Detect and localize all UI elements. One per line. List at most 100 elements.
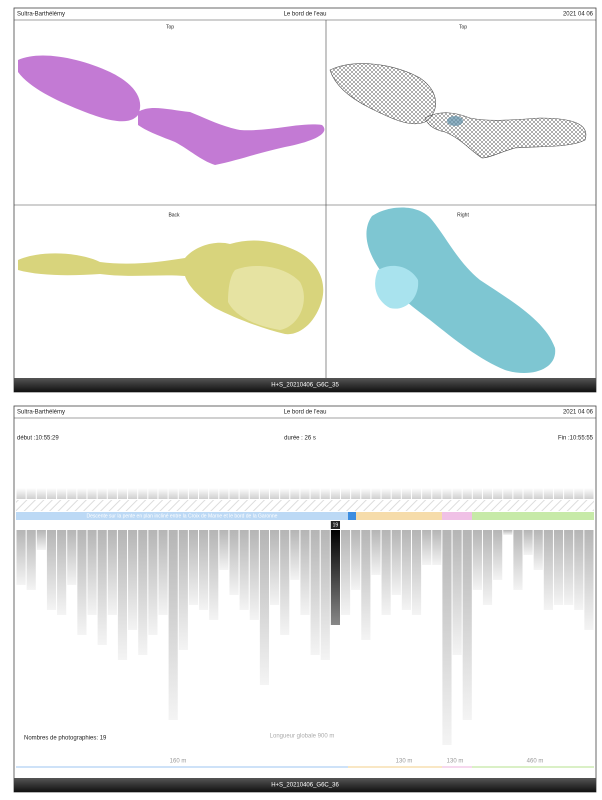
upper-cell xyxy=(553,488,564,499)
photo-bar xyxy=(391,530,401,595)
photo-count-label: 17 xyxy=(302,522,308,528)
photo-bar xyxy=(128,530,138,630)
photo-bar xyxy=(330,530,340,625)
photo-count-label: 22 xyxy=(363,522,369,528)
photo-bar xyxy=(46,530,57,610)
upper-cell xyxy=(401,488,411,499)
header-left: Sultra-Barthélémy xyxy=(17,410,65,416)
photo-count-label: 12 xyxy=(475,522,481,528)
photo-bar xyxy=(168,530,178,720)
upper-cell xyxy=(351,488,361,499)
photo-count-label: 10 xyxy=(495,522,501,528)
upper-cell xyxy=(148,488,158,499)
photo-bar xyxy=(472,530,482,590)
photo-bar xyxy=(188,530,199,605)
end-time: Fin :10:55:55 xyxy=(558,436,594,442)
photo-count-label: 25 xyxy=(312,522,318,528)
photo-count-label: 21 xyxy=(79,522,85,528)
upper-cell xyxy=(249,488,259,499)
photo-bar xyxy=(442,530,452,745)
highlight-cell xyxy=(330,521,340,529)
photo-count-label: 17 xyxy=(343,522,349,528)
photo-bar xyxy=(422,530,432,565)
segment xyxy=(348,512,356,520)
photo-count-label: 17 xyxy=(160,522,166,528)
upper-cell xyxy=(452,488,462,499)
distance: 460 m xyxy=(527,759,544,765)
photo-bar xyxy=(87,530,97,615)
photo-count-label: 17 xyxy=(110,522,116,528)
photo-count-label: 1 xyxy=(506,522,509,528)
photo-bar xyxy=(229,530,239,595)
photo-count-label: 12 xyxy=(353,522,359,528)
photo-count: Nombres de photographies: 19 xyxy=(24,736,107,742)
photo-bar xyxy=(199,530,209,610)
model-right-part xyxy=(375,265,419,309)
segment xyxy=(16,512,348,520)
photo-bar xyxy=(533,530,543,570)
photo-bar xyxy=(361,530,371,640)
photo-count-label: 38 xyxy=(170,522,176,528)
upper-cell xyxy=(107,488,117,499)
model-back-face xyxy=(228,266,304,330)
model-detail xyxy=(447,116,463,126)
header-date: 2021 04 06 xyxy=(563,12,594,18)
upper-cell xyxy=(57,488,67,499)
photo-count-label: 26 xyxy=(322,522,328,528)
upper-cell xyxy=(239,488,249,499)
upper-cell xyxy=(330,488,340,499)
upper-cell xyxy=(128,488,138,499)
photo-bar xyxy=(482,530,493,605)
model-wireframe xyxy=(329,63,587,159)
upper-cell xyxy=(178,488,188,499)
distance: 130 m xyxy=(447,759,464,765)
photo-count-label: 20 xyxy=(586,522,592,528)
photo-bar xyxy=(320,530,330,660)
photo-bar xyxy=(117,530,128,660)
upper-cell xyxy=(117,488,128,499)
distance: 130 m xyxy=(396,759,413,765)
upper-cell xyxy=(513,488,523,499)
photo-count-label: 16 xyxy=(241,522,247,528)
upper-cell xyxy=(87,488,97,499)
upper-cell xyxy=(67,488,77,499)
photo-bar xyxy=(462,530,472,720)
upper-cell xyxy=(523,488,533,499)
photo-count-label: 7 xyxy=(425,522,428,528)
photo-bar xyxy=(36,530,46,550)
header-title: Le bord de l'eau xyxy=(284,12,327,18)
photo-count-label: 16 xyxy=(49,522,55,528)
photo-bar xyxy=(584,530,594,630)
photo-count-label: 21 xyxy=(150,522,156,528)
photo-bar xyxy=(77,530,87,635)
duration: durée : 26 s xyxy=(284,436,316,442)
header-left: Sultra-Barthélémy xyxy=(17,12,65,18)
header-title: Le bord de l'eau xyxy=(284,410,327,416)
start-time: début :10:55:29 xyxy=(17,436,59,442)
upper-cell xyxy=(584,488,594,499)
upper-cell xyxy=(411,488,422,499)
photo-bar xyxy=(57,530,67,615)
upper-cell xyxy=(574,488,584,499)
upper-cell xyxy=(97,488,107,499)
photo-count-label: 38 xyxy=(464,522,470,528)
photo-bar xyxy=(371,530,381,575)
photo-bar xyxy=(503,530,513,535)
photo-bar xyxy=(97,530,107,645)
photo-bar xyxy=(178,530,188,650)
header-date: 2021 04 06 xyxy=(563,410,594,416)
upper-cell xyxy=(503,488,513,499)
photo-bar xyxy=(411,530,422,615)
upper-cell xyxy=(432,488,442,499)
upper-cell xyxy=(209,488,219,499)
upper-cell xyxy=(280,488,290,499)
photo-bar xyxy=(138,530,148,655)
photo-count-label: 12 xyxy=(28,522,34,528)
upper-cell xyxy=(310,488,320,499)
upper-cell xyxy=(422,488,432,499)
photo-count-label: 25 xyxy=(140,522,146,528)
photo-count-label: 31 xyxy=(262,522,268,528)
view-label: Back xyxy=(168,212,180,218)
photo-count-label: 43 xyxy=(444,522,450,528)
